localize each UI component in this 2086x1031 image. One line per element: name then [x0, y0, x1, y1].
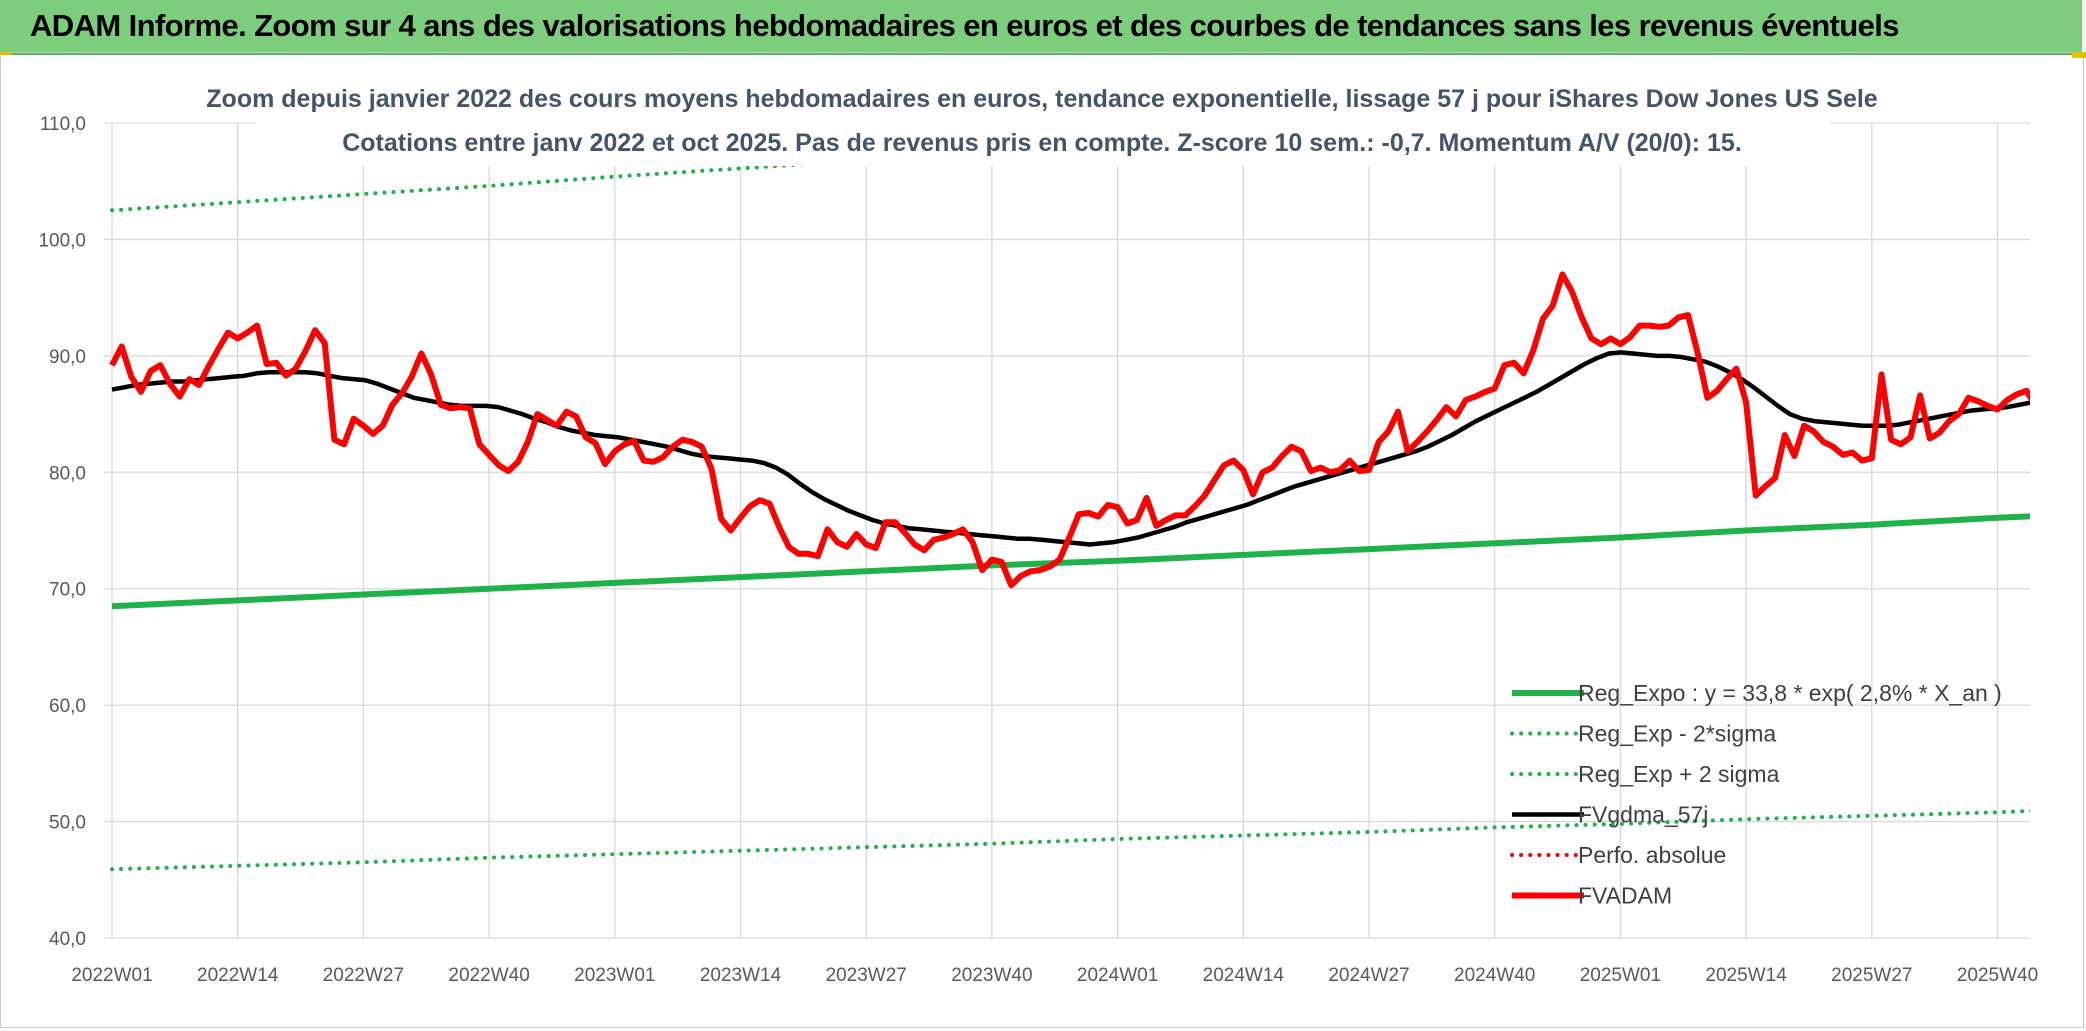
legend-label: Perfo. absolue	[1578, 842, 1726, 868]
x-tick-label: 2022W40	[448, 965, 529, 986]
x-tick-label: 2024W14	[1203, 965, 1285, 986]
y-tick-label: 40,0	[49, 929, 86, 950]
x-tick-label: 2023W27	[826, 965, 907, 986]
x-axis: 2022W01 2022W14 2022W27 2022W40 2023W01 2023W…	[71, 965, 2038, 986]
legend-label: FVADAM	[1578, 883, 1672, 909]
series-line-reg-exp-minus-2sigma	[110, 808, 2030, 872]
legend-label: FVgdma_57j	[1578, 802, 1708, 828]
x-tick-label: 2022W27	[323, 965, 404, 986]
chart-subtitle-line2: Cotations entre janv 2022 et oct 2025. P…	[342, 129, 1742, 157]
chart-subtitle-line1: Zoom depuis janvier 2022 des cours moyen…	[206, 85, 1878, 113]
x-tick-label: 2024W40	[1454, 965, 1535, 986]
x-tick-label: 2025W40	[1957, 965, 2038, 986]
y-tick-label: 70,0	[49, 580, 86, 601]
series-line-reg-exp-plus-2sigma	[110, 121, 1503, 213]
legend-label: Reg_Exp - 2*sigma	[1578, 721, 1776, 747]
y-axis: 40,0 50,0 60,0 70,0 80,0 90,0 100,0 110,0	[38, 114, 86, 950]
x-tick-label: 2025W27	[1831, 965, 1912, 986]
x-tick-label: 2023W40	[951, 965, 1032, 986]
subtitle-background	[255, 76, 1830, 166]
x-tick-label: 2024W01	[1077, 965, 1158, 986]
report-title: ADAM Informe. Zoom sur 4 ans des valoris…	[30, 8, 1900, 43]
y-tick-label: 100,0	[38, 230, 86, 251]
series-line-fvadam	[109, 271, 2030, 589]
chart-series	[109, 121, 2030, 872]
x-tick-label: 2024W27	[1328, 965, 1409, 986]
chart-frame	[0, 52, 2084, 1028]
report-banner: ADAM Informe. Zoom sur 4 ans des valoris…	[0, 0, 2082, 55]
x-tick-label: 2022W14	[197, 965, 279, 986]
x-tick-label: 2025W01	[1580, 965, 1661, 986]
frame-corner-mark-left	[0, 52, 12, 55]
y-tick-label: 60,0	[49, 696, 86, 717]
x-tick-label: 2023W01	[574, 965, 655, 986]
frame-corner-mark-right	[2072, 52, 2086, 58]
y-tick-label: 50,0	[49, 813, 86, 834]
legend-label: Reg_Expo : y = 33,8 * exp( 2,8% * X_an )	[1578, 680, 2002, 706]
x-tick-label: 2025W14	[1705, 965, 1787, 986]
x-tick-label: 2022W01	[71, 965, 152, 986]
legend-label: Reg_Exp + 2 sigma	[1578, 761, 1780, 787]
x-tick-label: 2023W14	[700, 965, 782, 986]
chart-legend: Reg_Expo : y = 33,8 * exp( 2,8% * X_an )…	[1510, 680, 2002, 909]
y-tick-label: 90,0	[49, 347, 86, 368]
series-line-reg-expo	[111, 513, 2030, 610]
y-tick-label: 110,0	[40, 114, 86, 135]
y-tick-label: 80,0	[49, 463, 86, 484]
